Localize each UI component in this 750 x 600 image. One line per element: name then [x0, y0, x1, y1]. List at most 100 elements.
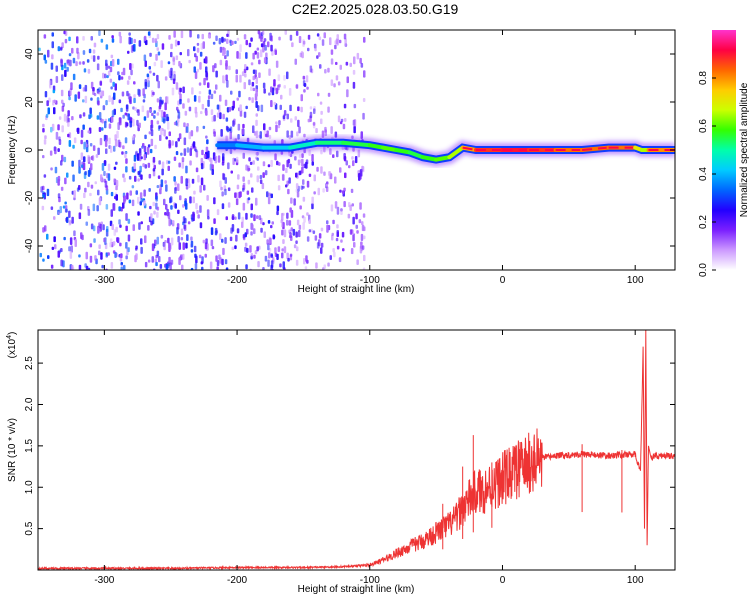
- noise-cell: [122, 145, 125, 150]
- noise-cell: [138, 222, 141, 230]
- noise-cell: [249, 161, 253, 165]
- noise-cell: [222, 113, 225, 120]
- noise-cell: [362, 112, 365, 120]
- noise-cell: [231, 224, 235, 232]
- noise-cell: [351, 156, 354, 160]
- noise-cell: [107, 70, 111, 77]
- noise-cell: [234, 192, 237, 198]
- noise-cell: [171, 87, 175, 96]
- noise-cell: [239, 109, 243, 117]
- noise-cell: [361, 245, 365, 250]
- noise-cell: [132, 106, 135, 110]
- noise-cell: [342, 248, 345, 252]
- noise-cell: [268, 192, 271, 197]
- noise-cell: [180, 30, 184, 39]
- noise-cell: [185, 178, 188, 187]
- noise-cell: [245, 264, 248, 270]
- noise-cell: [154, 38, 158, 44]
- noise-cell: [143, 35, 147, 41]
- noise-cell: [150, 119, 154, 125]
- noise-cell: [125, 242, 128, 249]
- noise-cell: [243, 68, 247, 74]
- noise-cell: [57, 148, 60, 152]
- noise-cell: [180, 175, 183, 184]
- noise-cell: [141, 105, 145, 113]
- noise-cell: [303, 133, 306, 138]
- noise-cell: [144, 164, 147, 169]
- noise-cell: [168, 256, 171, 264]
- noise-cell: [168, 35, 171, 40]
- noise-cell: [219, 46, 223, 53]
- colorbar-tick-label: 0.4: [698, 167, 709, 181]
- noise-cell: [247, 165, 250, 172]
- noise-cell: [304, 266, 308, 270]
- noise-cell: [90, 97, 93, 101]
- noise-cell: [315, 128, 318, 134]
- noise-cell: [275, 87, 278, 95]
- noise-cell: [101, 118, 104, 124]
- noise-cell: [143, 54, 147, 62]
- noise-cell: [156, 250, 160, 257]
- noise-cell: [239, 74, 242, 83]
- noise-cell: [177, 209, 180, 214]
- noise-cell: [195, 167, 199, 173]
- noise-cell: [205, 238, 208, 244]
- y-tick-label: 20: [24, 96, 35, 108]
- noise-cell: [244, 242, 248, 247]
- noise-cell: [210, 109, 214, 116]
- noise-cell: [329, 148, 332, 155]
- noise-cell: [76, 36, 79, 44]
- noise-cell: [165, 136, 168, 140]
- noise-cell: [263, 123, 266, 131]
- noise-cell: [57, 124, 60, 131]
- noise-cell: [108, 123, 112, 129]
- noise-cell: [134, 175, 137, 182]
- noise-cell: [224, 259, 228, 265]
- noise-cell: [134, 255, 137, 263]
- noise-cell: [50, 62, 54, 70]
- noise-cell: [110, 54, 114, 59]
- noise-cell: [125, 104, 129, 110]
- noise-cell: [359, 57, 362, 64]
- noise-cell: [64, 69, 67, 77]
- noise-cell: [248, 157, 251, 162]
- noise-cell: [127, 50, 130, 54]
- noise-cell: [109, 145, 113, 153]
- noise-cell: [195, 203, 198, 210]
- noise-cell: [129, 190, 132, 196]
- noise-cell: [177, 236, 180, 243]
- noise-cell: [52, 89, 56, 94]
- noise-cell: [345, 61, 349, 66]
- noise-cell: [214, 230, 218, 236]
- noise-cell: [118, 31, 122, 37]
- noise-cell: [84, 95, 88, 104]
- noise-cell: [284, 30, 287, 35]
- noise-cell: [262, 222, 265, 226]
- noise-cell: [142, 88, 145, 96]
- noise-cell: [159, 96, 162, 102]
- noise-cell: [244, 73, 247, 78]
- noise-cell: [286, 252, 289, 260]
- noise-cell: [100, 95, 103, 99]
- noise-cell: [249, 245, 252, 253]
- noise-cell: [277, 174, 280, 182]
- noise-cell: [105, 204, 109, 210]
- noise-cell: [306, 180, 310, 188]
- noise-cell: [257, 261, 260, 268]
- noise-cell: [321, 39, 325, 46]
- noise-cell: [70, 245, 73, 253]
- noise-cell: [330, 126, 333, 134]
- noise-cell: [107, 163, 111, 171]
- noise-cell: [96, 115, 100, 120]
- noise-cell: [242, 176, 245, 182]
- noise-cell: [264, 44, 267, 51]
- noise-cell: [102, 72, 105, 79]
- noise-cell: [246, 190, 250, 195]
- noise-cell: [329, 37, 332, 46]
- noise-cell: [101, 163, 105, 171]
- noise-cell: [275, 60, 279, 68]
- noise-cell: [268, 126, 272, 131]
- noise-cell: [100, 38, 104, 43]
- noise-cell: [270, 100, 273, 108]
- noise-cell: [85, 143, 88, 148]
